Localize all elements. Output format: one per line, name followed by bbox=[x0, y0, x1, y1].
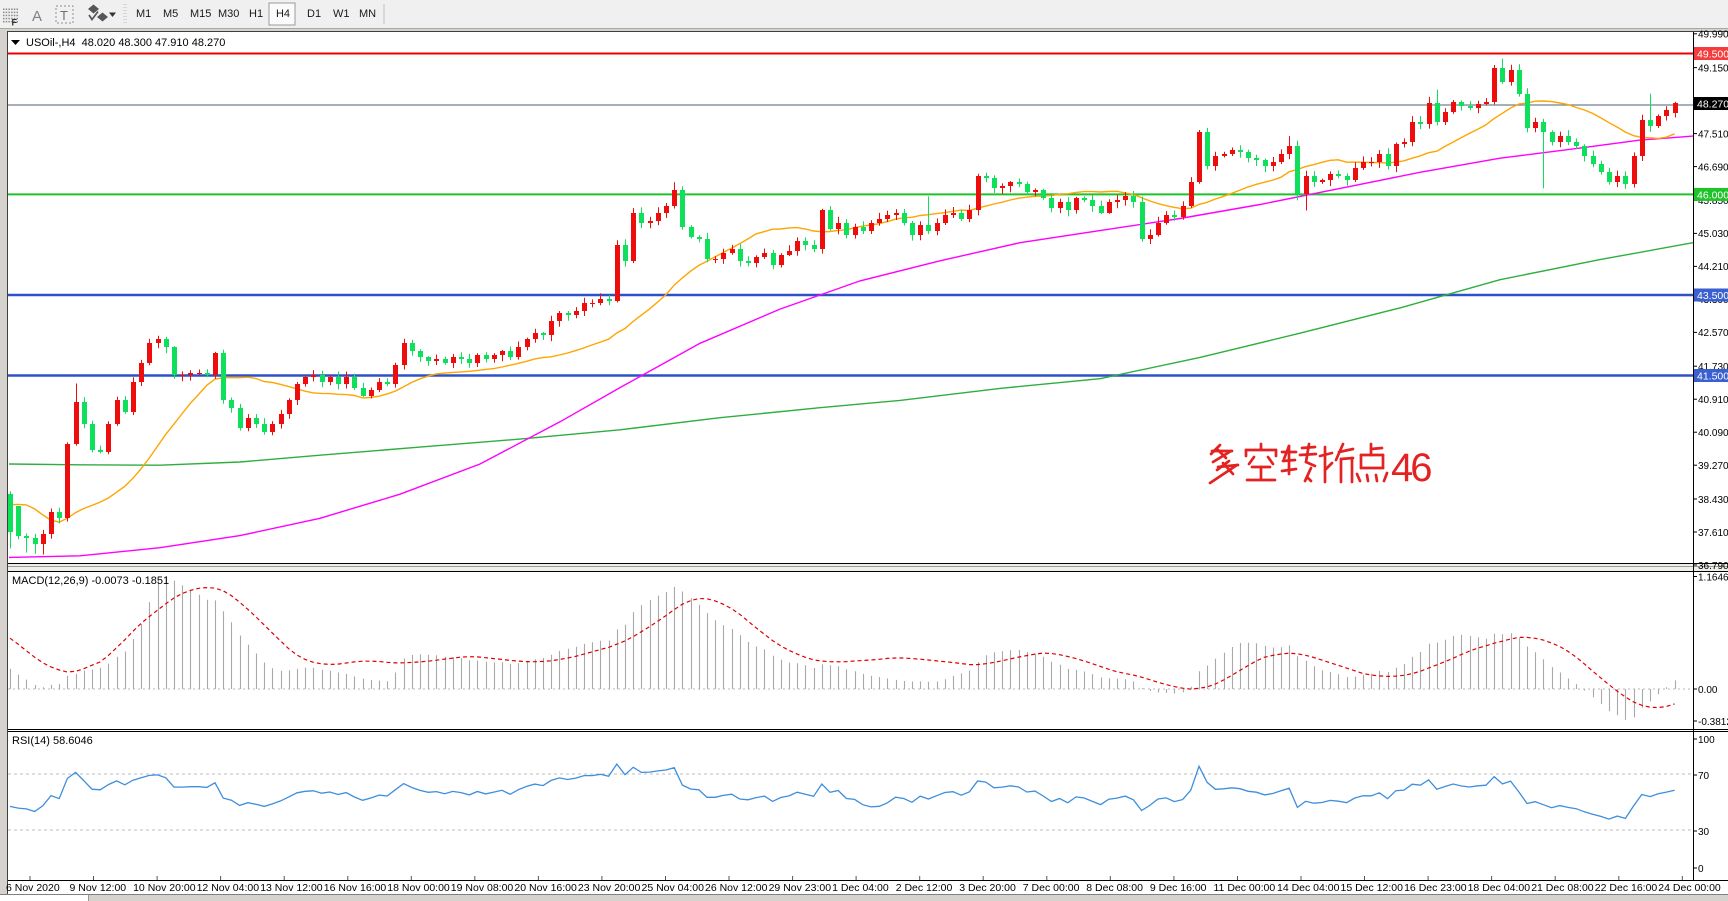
svg-text:10 Nov 20:00: 10 Nov 20:00 bbox=[133, 882, 196, 894]
svg-text:T: T bbox=[60, 8, 68, 23]
svg-text:22 Dec 16:00: 22 Dec 16:00 bbox=[1595, 882, 1658, 894]
svg-text:46: 46 bbox=[1391, 446, 1431, 490]
svg-text:46.000: 46.000 bbox=[1697, 189, 1728, 201]
svg-text:45.850: 45.850 bbox=[1698, 196, 1728, 207]
svg-text:14 Dec 04:00: 14 Dec 04:00 bbox=[1277, 882, 1340, 894]
svg-text:40.090: 40.090 bbox=[1698, 428, 1728, 439]
svg-text:26 Nov 12:00: 26 Nov 12:00 bbox=[705, 882, 768, 894]
svg-text:70: 70 bbox=[1698, 771, 1710, 782]
svg-text:48.270: 48.270 bbox=[1697, 99, 1728, 111]
svg-text:13 Nov 12:00: 13 Nov 12:00 bbox=[260, 882, 323, 894]
svg-text:47.510: 47.510 bbox=[1698, 129, 1728, 140]
svg-text:20 Nov 16:00: 20 Nov 16:00 bbox=[514, 882, 577, 894]
svg-text:A: A bbox=[32, 8, 42, 25]
svg-text:49.990: 49.990 bbox=[1698, 30, 1728, 41]
svg-text:1.1646: 1.1646 bbox=[1698, 572, 1728, 583]
svg-text:0: 0 bbox=[1698, 864, 1704, 875]
svg-text:45.030: 45.030 bbox=[1698, 229, 1728, 240]
svg-text:24 Dec 00:00: 24 Dec 00:00 bbox=[1658, 882, 1721, 894]
svg-text:11 Dec 00:00: 11 Dec 00:00 bbox=[1214, 882, 1276, 894]
svg-text:RSI(14) 58.6046: RSI(14) 58.6046 bbox=[12, 735, 93, 747]
svg-text:16 Nov 16:00: 16 Nov 16:00 bbox=[324, 882, 387, 894]
svg-text:21 Dec 08:00: 21 Dec 08:00 bbox=[1531, 882, 1594, 894]
svg-text:100: 100 bbox=[1698, 735, 1715, 746]
svg-text:-0.3812: -0.3812 bbox=[1698, 717, 1728, 728]
svg-text:MACD(12,26,9) -0.0073 -0.1851: MACD(12,26,9) -0.0073 -0.1851 bbox=[12, 575, 169, 587]
svg-text:40.910: 40.910 bbox=[1698, 395, 1728, 406]
svg-text:6 Nov 2020: 6 Nov 2020 bbox=[6, 882, 60, 894]
svg-text:25 Nov 04:00: 25 Nov 04:00 bbox=[642, 882, 705, 894]
svg-text:16 Dec 23:00: 16 Dec 23:00 bbox=[1404, 882, 1467, 894]
svg-text:3 Dec 20:00: 3 Dec 20:00 bbox=[959, 882, 1016, 894]
svg-text:1 Dec 04:00: 1 Dec 04:00 bbox=[832, 882, 889, 894]
svg-text:30: 30 bbox=[1698, 827, 1710, 838]
svg-text:39.270: 39.270 bbox=[1698, 461, 1728, 472]
svg-text:41.730: 41.730 bbox=[1698, 362, 1728, 373]
svg-text:15 Dec 12:00: 15 Dec 12:00 bbox=[1341, 882, 1404, 894]
svg-text:0.00: 0.00 bbox=[1698, 685, 1718, 696]
svg-text:43.500: 43.500 bbox=[1697, 290, 1728, 302]
svg-text:2 Dec 12:00: 2 Dec 12:00 bbox=[896, 882, 953, 894]
svg-text:9 Dec 16:00: 9 Dec 16:00 bbox=[1150, 882, 1207, 894]
svg-text:12 Nov 04:00: 12 Nov 04:00 bbox=[197, 882, 260, 894]
svg-text:7 Dec 00:00: 7 Dec 00:00 bbox=[1023, 882, 1080, 894]
svg-text:44.210: 44.210 bbox=[1698, 262, 1728, 273]
svg-text:36.790: 36.790 bbox=[1698, 561, 1728, 572]
svg-text:38.430: 38.430 bbox=[1698, 495, 1728, 506]
svg-text:49.150: 49.150 bbox=[1698, 63, 1728, 74]
svg-text:37.610: 37.610 bbox=[1698, 528, 1728, 539]
svg-text:49.500: 49.500 bbox=[1697, 49, 1728, 61]
svg-text:41.500: 41.500 bbox=[1697, 371, 1728, 383]
svg-text:18 Dec 04:00: 18 Dec 04:00 bbox=[1468, 882, 1531, 894]
svg-text:19 Nov 08:00: 19 Nov 08:00 bbox=[451, 882, 514, 894]
svg-text:42.570: 42.570 bbox=[1698, 328, 1728, 339]
svg-text:46.690: 46.690 bbox=[1698, 162, 1728, 173]
svg-text:29 Nov 23:00: 29 Nov 23:00 bbox=[769, 882, 832, 894]
svg-text:18 Nov 00:00: 18 Nov 00:00 bbox=[387, 882, 450, 894]
svg-text:9 Nov 12:00: 9 Nov 12:00 bbox=[70, 882, 127, 894]
svg-text:23 Nov 20:00: 23 Nov 20:00 bbox=[578, 882, 641, 894]
svg-text:USOil-,H4 48.020 48.300 47.91: USOil-,H4 48.020 48.300 47.910 48.270 bbox=[26, 37, 225, 49]
svg-text:F: F bbox=[12, 18, 18, 28]
svg-text:8 Dec 08:00: 8 Dec 08:00 bbox=[1086, 882, 1143, 894]
